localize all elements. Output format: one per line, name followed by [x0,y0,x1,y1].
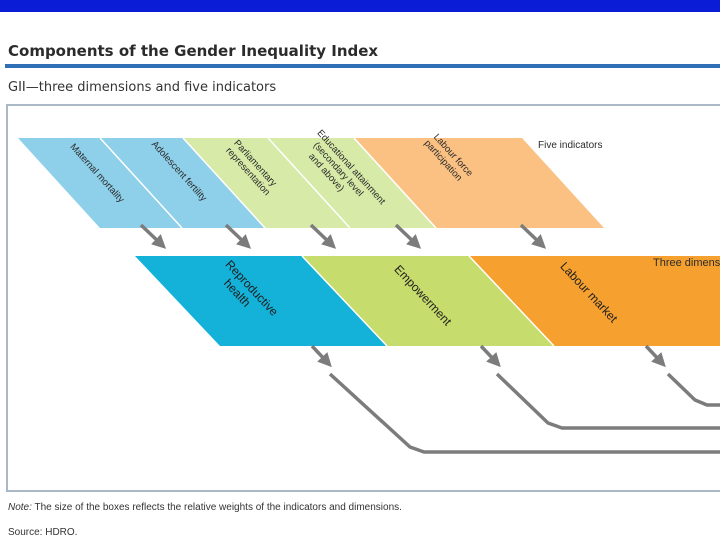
arrow-parliamentary-representation [309,223,337,249]
figure-note: Note: The size of the boxes reflects the… [8,502,402,513]
dimension-box-labour-market [469,256,720,346]
dimension-row [135,256,720,346]
indicator-box-adolescent-fertility [100,138,265,228]
arrow-empowerment [479,344,501,368]
arrow-educational-attainment [394,223,422,249]
arrow-reproductive-health [310,344,332,368]
diagram-frame [6,104,720,492]
indicator-box-educational-attainment [268,138,436,228]
dimension-box-reproductive-health [135,256,387,346]
connector-empowerment [495,372,720,430]
figure-source: Source: HDRO. [8,527,78,538]
note-label: Note: [8,502,32,513]
three-dimensions-label: Three dimensio [653,257,720,269]
indicator-box-parliamentary-representation [183,138,350,228]
connector-reproductive-health [328,372,720,454]
dimension-box-empowerment [302,256,554,346]
top-bar [0,0,720,12]
figure-subtitle: GII—three dimensions and five indicators [8,80,277,95]
title-rule [5,64,720,68]
indicator-box-maternal-mortality [18,138,182,228]
arrow-labour-market [644,344,666,368]
five-indicators-label: Five indicators [538,140,602,151]
note-text: The size of the boxes reflects the relat… [31,502,402,513]
arrow-labour-force-participation [519,223,547,249]
connector-labour-market [666,372,720,407]
arrow-maternal-mortality [139,223,167,249]
figure-title: Components of the Gender Inequality Inde… [8,42,379,60]
arrow-adolescent-fertility [224,223,252,249]
